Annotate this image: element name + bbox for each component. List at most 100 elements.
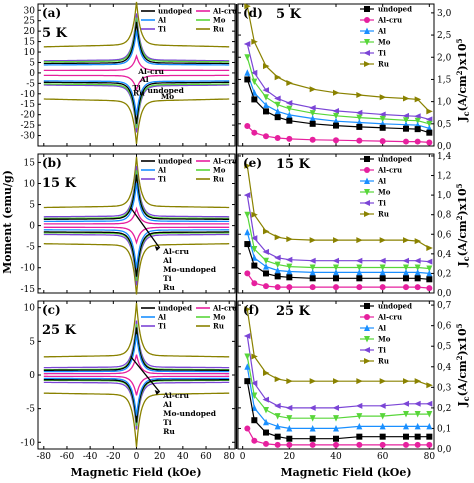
marker-triangle-up bbox=[286, 424, 293, 432]
marker-triangle-right bbox=[356, 378, 363, 385]
loop-lower-mo bbox=[43, 83, 230, 129]
y-tick-label: -20 bbox=[21, 111, 36, 121]
marker-triangle-down bbox=[286, 263, 293, 271]
marker-circle bbox=[356, 441, 363, 448]
marker-circle bbox=[309, 284, 316, 291]
y-tick-label: 2,0 bbox=[437, 53, 452, 63]
marker-square bbox=[426, 433, 433, 440]
marker-triangle-left bbox=[285, 99, 293, 106]
marker-square bbox=[403, 125, 409, 132]
loop-lower-mo bbox=[43, 379, 230, 426]
legend-entry: Mo bbox=[378, 188, 391, 197]
marker-triangle-left bbox=[332, 404, 339, 411]
legend-entry: Ti bbox=[158, 322, 166, 331]
marker-circle bbox=[403, 138, 409, 145]
loop-lower-al bbox=[43, 229, 230, 269]
temperature-label: 15 K bbox=[42, 176, 77, 191]
marker-square bbox=[364, 156, 370, 162]
temperature-label: 5 K bbox=[276, 7, 302, 22]
marker-square bbox=[263, 108, 269, 115]
x-tick-label: 0 bbox=[134, 452, 140, 462]
legend-entry: Ti bbox=[378, 49, 386, 58]
marker-circle bbox=[333, 137, 339, 144]
loop-lower-ti bbox=[43, 381, 230, 430]
marker-triangle-down bbox=[274, 101, 281, 109]
marker-triangle-right bbox=[263, 63, 270, 70]
marker-triangle-right bbox=[364, 61, 371, 67]
y-tick-label: 1,0 bbox=[437, 98, 452, 108]
marker-triangle-right bbox=[244, 162, 251, 169]
y-tick-label: 0,2 bbox=[437, 404, 451, 414]
legend-entry: Al-cru bbox=[377, 313, 402, 322]
panel-label: (b) bbox=[42, 156, 62, 170]
legend-entry: Al-cru bbox=[212, 7, 237, 16]
marker-triangle-left bbox=[309, 104, 316, 111]
marker-triangle-right bbox=[286, 378, 293, 385]
marker-triangle-down bbox=[244, 211, 251, 219]
y-tick-label: 5 bbox=[29, 58, 35, 68]
marker-triangle-up bbox=[426, 269, 433, 277]
x-tick-label: 40 bbox=[177, 452, 189, 462]
annotation-text: Mo bbox=[161, 92, 174, 101]
marker-triangle-down bbox=[426, 411, 433, 418]
y-tick-label: 0,1 bbox=[437, 424, 451, 434]
jc-units: (A/cm bbox=[456, 75, 469, 111]
y-tick-label: 25 bbox=[24, 17, 36, 27]
marker-circle bbox=[414, 138, 421, 145]
marker-triangle-down bbox=[426, 265, 433, 273]
y-tick-label: 0 bbox=[29, 371, 35, 381]
marker-triangle-up bbox=[286, 111, 293, 118]
marker-triangle-up bbox=[263, 263, 269, 270]
legend-entry: Ti bbox=[158, 175, 166, 184]
legend-entry: Ti bbox=[378, 346, 386, 355]
marker-triangle-up bbox=[263, 418, 269, 426]
marker-triangle-up bbox=[263, 101, 269, 109]
jc-subscript: c bbox=[461, 396, 471, 401]
legend-entry: undoped bbox=[158, 157, 192, 166]
marker-triangle-up bbox=[309, 424, 316, 432]
marker-circle bbox=[364, 167, 370, 173]
marker-triangle-down bbox=[333, 264, 339, 272]
marker-triangle-left bbox=[363, 200, 370, 206]
marker-triangle-left bbox=[243, 192, 251, 199]
legend-entry: Mo bbox=[378, 335, 391, 344]
legend-entry: Al bbox=[377, 177, 386, 186]
marker-circle bbox=[403, 441, 409, 448]
marker-square bbox=[403, 433, 409, 440]
legend-entry: Ru bbox=[213, 175, 224, 184]
y-tick-label: 5 bbox=[29, 201, 35, 211]
x-axis-label-left: Magnetic Field (kOe) bbox=[70, 466, 201, 479]
y-tick-label: -5 bbox=[26, 243, 35, 253]
marker-triangle-up bbox=[356, 268, 363, 276]
y-tick-label: 1,0 bbox=[437, 191, 452, 201]
loop-upper-ti bbox=[43, 13, 230, 62]
y-tick-label: 0,4 bbox=[437, 250, 452, 260]
marker-square bbox=[414, 433, 421, 440]
marker-triangle-down bbox=[286, 415, 293, 422]
y-tick-label: 0,2 bbox=[437, 269, 451, 279]
marker-triangle-right bbox=[333, 237, 340, 244]
y-tick-label: 10 bbox=[24, 48, 36, 58]
marker-triangle-down bbox=[263, 94, 269, 101]
y-tick-label: 0,8 bbox=[437, 211, 452, 221]
x-axis-label-right: Magnetic Field (kOe) bbox=[280, 466, 411, 479]
marker-circle bbox=[244, 123, 251, 130]
marker-square bbox=[426, 276, 433, 283]
loop-upper-ti bbox=[43, 320, 230, 369]
marker-triangle-up bbox=[309, 114, 316, 122]
y-tick-label: -25 bbox=[21, 121, 36, 131]
loop-upper-mo bbox=[43, 170, 230, 220]
marker-triangle-left bbox=[363, 347, 370, 353]
marker-triangle-down bbox=[414, 264, 421, 272]
jc-exponent: 5 bbox=[455, 38, 464, 43]
marker-triangle-down bbox=[364, 39, 370, 46]
marker-triangle-down bbox=[414, 117, 421, 125]
marker-triangle-down bbox=[379, 115, 386, 123]
marker-square bbox=[333, 435, 339, 442]
marker-triangle-up bbox=[426, 422, 433, 430]
marker-triangle-down bbox=[379, 413, 386, 420]
temperature-label: 15 K bbox=[276, 157, 311, 172]
annotation-text: Al bbox=[162, 400, 172, 409]
y-tick-label: 0,5 bbox=[437, 120, 452, 130]
